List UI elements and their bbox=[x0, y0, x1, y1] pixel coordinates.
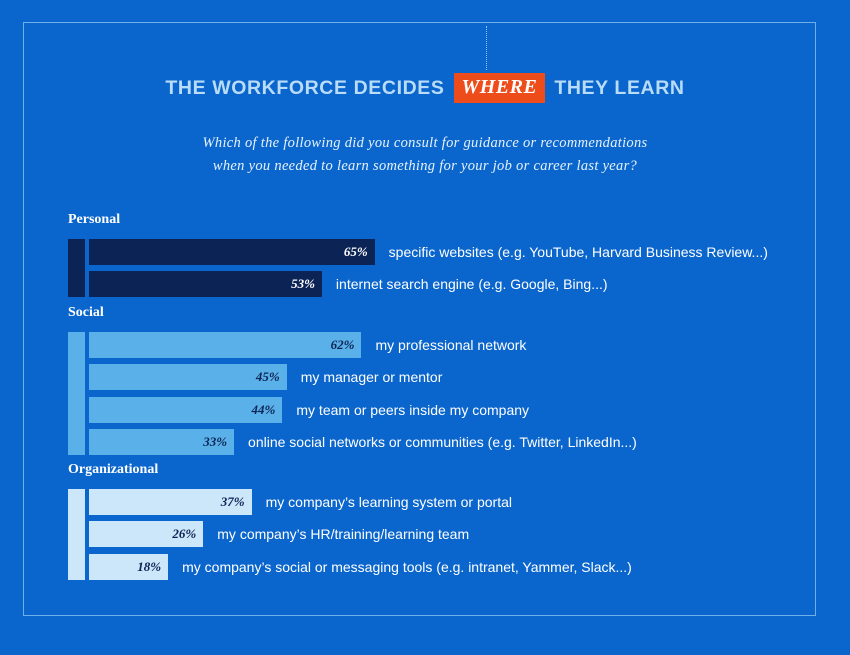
bar-organizational-3: 18% bbox=[89, 553, 169, 580]
bar-organizational-2: 26% bbox=[89, 521, 204, 547]
dotted-connector bbox=[486, 26, 487, 70]
chart-subtitle: Which of the following did you consult f… bbox=[0, 132, 850, 178]
title-before: THE WORKFORCE DECIDES bbox=[165, 76, 445, 99]
group-label-personal: Personal bbox=[68, 212, 121, 227]
bar-value-label: 18% bbox=[137, 558, 162, 574]
bar-value-label: 62% bbox=[330, 336, 355, 352]
bar-value-label: 26% bbox=[172, 526, 197, 541]
category-label: internet search engine (e.g. Google, Bin… bbox=[335, 276, 608, 292]
bar-social-4: 33% bbox=[89, 429, 235, 455]
category-label: my company’s social or messaging tools (… bbox=[182, 558, 632, 575]
bar-value-label: 45% bbox=[255, 369, 280, 384]
bar-social-1: 62% bbox=[89, 331, 362, 358]
bar-social-3: 44% bbox=[89, 396, 283, 423]
bar-value-label: 53% bbox=[291, 276, 315, 291]
bar-value-label: 37% bbox=[220, 493, 245, 509]
category-label: my professional network bbox=[375, 336, 527, 353]
title-after: THEY LEARN bbox=[554, 76, 685, 99]
bar-personal-1: 65% bbox=[89, 238, 375, 265]
category-label: online social networks or communities (e… bbox=[248, 434, 637, 450]
bar-value-label: 65% bbox=[343, 243, 368, 259]
border-frame bbox=[23, 22, 816, 616]
bar-social-2: 45% bbox=[89, 364, 287, 390]
bar-value-label: 33% bbox=[203, 434, 228, 449]
category-label: specific websites (e.g. YouTube, Harvard… bbox=[388, 243, 768, 260]
subtitle-line-1: Which of the following did you consult f… bbox=[202, 135, 648, 151]
category-label: my company’s learning system or portal bbox=[265, 493, 513, 510]
group-label-social: Social bbox=[68, 305, 104, 320]
group-accent-social bbox=[68, 331, 85, 455]
group-accent-personal bbox=[68, 238, 85, 297]
category-label: my company’s HR/training/learning team bbox=[217, 526, 470, 542]
bar-organizational-1: 37% bbox=[89, 488, 252, 515]
group-label-organizational: Organizational bbox=[68, 462, 159, 477]
category-label: my manager or mentor bbox=[300, 369, 443, 385]
subtitle-line-2: when you needed to learn something for y… bbox=[212, 158, 638, 174]
title-highlight: WHERE bbox=[453, 73, 546, 103]
bar-value-label: 44% bbox=[251, 401, 276, 417]
bar-personal-2: 53% bbox=[89, 271, 322, 297]
group-accent-organizational bbox=[68, 488, 85, 580]
category-label: my team or peers inside my company bbox=[296, 401, 530, 418]
chart-title: THE WORKFORCE DECIDES WHERE THEY LEARN bbox=[0, 72, 850, 104]
